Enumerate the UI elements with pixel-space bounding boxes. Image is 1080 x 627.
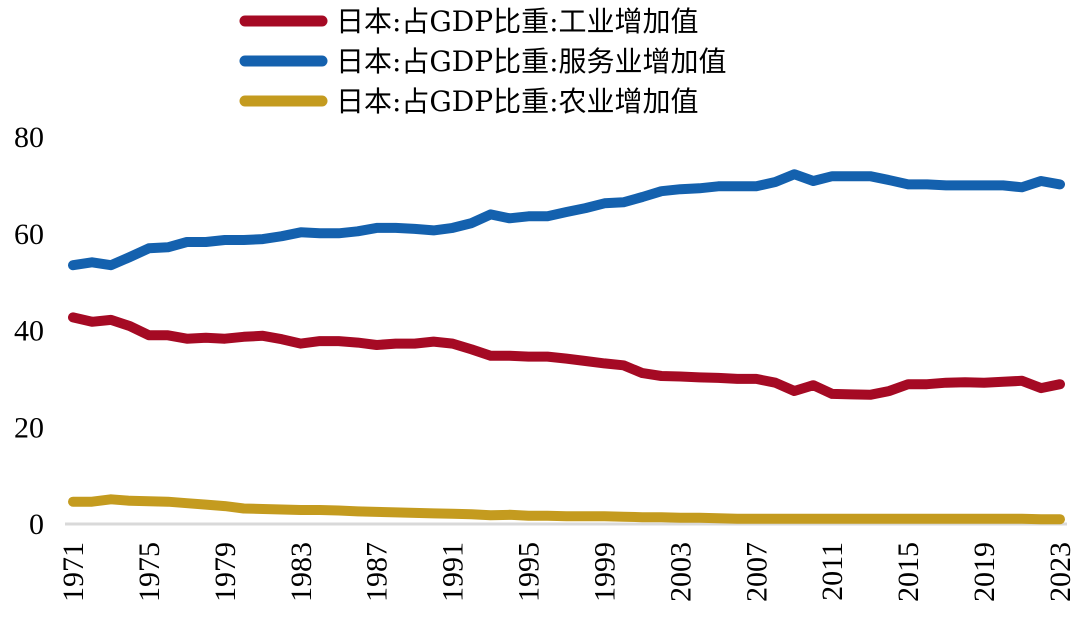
legend-label-services: 日本:占GDP比重:服务业增加值 (336, 45, 727, 78)
x-tick-label: 1999 (588, 542, 621, 602)
series-line-agriculture (68, 494, 1065, 525)
x-tick-label: 1987 (361, 542, 394, 602)
x-tick-label: 2003 (664, 542, 697, 602)
series-line-services (68, 169, 1065, 271)
x-axis: 1971 1975 1979 1983 1987 1991 1995 1999 2003 2007… (57, 542, 1077, 602)
y-axis: 0 20 40 60 80 (14, 121, 44, 541)
x-tick-label: 1995 (513, 542, 546, 602)
series-group (68, 169, 1065, 525)
y-tick-label: 40 (14, 315, 44, 348)
x-tick-label: 1983 (285, 542, 318, 602)
legend-label-agriculture: 日本:占GDP比重:农业增加值 (336, 85, 699, 118)
x-tick-label: 2011 (816, 542, 849, 601)
legend-item-services: 日本:占GDP比重:服务业增加值 (239, 45, 727, 78)
x-tick-label: 2015 (892, 542, 925, 602)
legend-label-industry: 日本:占GDP比重:工业增加值 (336, 5, 699, 38)
x-tick-label: 1979 (209, 542, 242, 602)
x-tick-label: 2019 (968, 542, 1001, 602)
legend: 日本:占GDP比重:工业增加值 日本:占GDP比重:服务业增加值 日本:占GDP… (239, 5, 727, 118)
legend-item-agriculture: 日本:占GDP比重:农业增加值 (239, 85, 699, 118)
y-tick-label: 60 (14, 218, 44, 251)
x-tick-label: 1991 (437, 542, 470, 602)
series-line-industry (68, 312, 1065, 400)
y-tick-label: 20 (14, 411, 44, 444)
y-tick-label: 0 (29, 508, 44, 541)
y-tick-label: 80 (14, 121, 44, 154)
x-tick-label: 1975 (133, 542, 166, 602)
x-tick-label: 1971 (57, 542, 90, 602)
legend-item-industry: 日本:占GDP比重:工业增加值 (239, 5, 699, 38)
x-tick-label: 2023 (1044, 542, 1077, 602)
x-tick-label: 2007 (740, 542, 773, 602)
